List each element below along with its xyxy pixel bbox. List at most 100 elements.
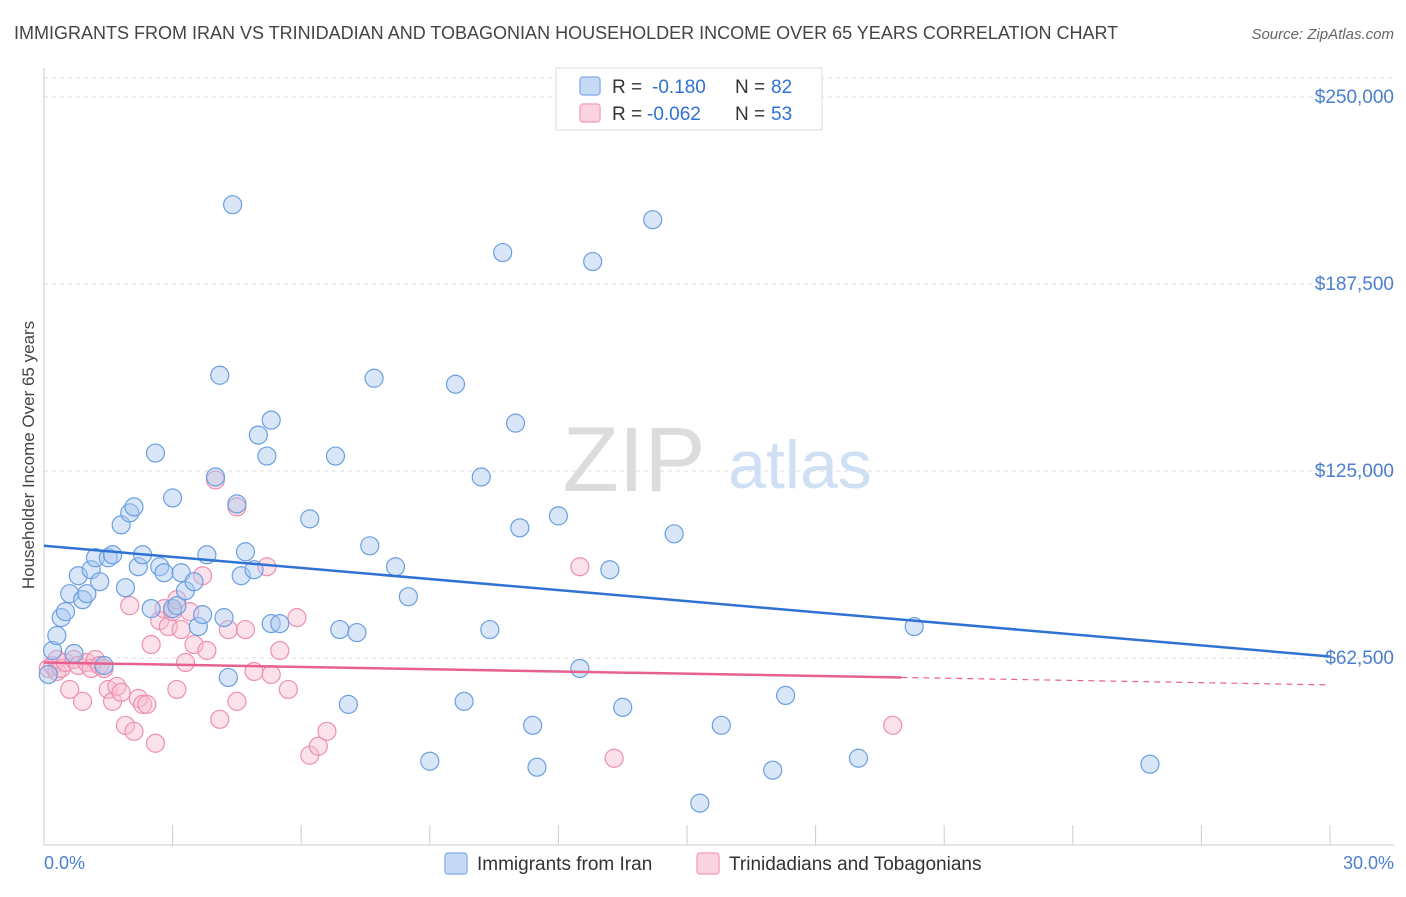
iran-point-60 xyxy=(454,691,474,711)
iran-point-61 xyxy=(471,467,491,487)
bottom-legend-label-trinidad: Trinidadians and Tobagonians xyxy=(729,854,981,875)
trinidad-point-43 xyxy=(227,691,247,711)
legend-r-value-iran: -0.180 xyxy=(652,77,706,98)
iran-point-20 xyxy=(128,557,148,577)
iran-point-57 xyxy=(398,587,418,607)
watermark-atlas: atlas xyxy=(728,427,872,503)
trinidad-point-48 xyxy=(270,640,290,661)
iran-point-56 xyxy=(385,557,406,577)
iran-point-70 xyxy=(583,251,603,272)
iran-point-15 xyxy=(102,545,123,565)
iran-point-27 xyxy=(167,596,187,616)
legend-r-label-trinidad: R = xyxy=(612,104,642,125)
trinidad-point-20 xyxy=(120,596,140,616)
iran-point-48 xyxy=(270,613,290,634)
bottom-legend-swatch-iran xyxy=(444,852,468,875)
iran-point-76 xyxy=(711,715,731,735)
source-label: Source: ZipAtlas.com xyxy=(1251,26,1394,43)
iran-point-51 xyxy=(330,619,350,640)
iran-point-25 xyxy=(154,563,174,583)
trinidad-point-6 xyxy=(60,679,80,700)
y-tick-labels: $62,500 $125,000 $187,500 $250,000 xyxy=(1315,87,1394,669)
trinidad-point-33 xyxy=(171,619,191,640)
iran-point-46 xyxy=(261,410,281,430)
legend-r-value-trinidad: -0.062 xyxy=(647,104,701,125)
watermark: ZIP atlas xyxy=(562,409,871,511)
iran-point-67 xyxy=(527,757,547,777)
trinidad-trend-extension xyxy=(901,676,1331,686)
x-tick-label-max: 30.0% xyxy=(1343,853,1394,873)
iran-point-62 xyxy=(480,619,500,640)
trinidad-point-49 xyxy=(278,679,298,700)
trinidad-point-23 xyxy=(132,694,153,714)
trinidad-point-18 xyxy=(111,682,131,703)
trend-lines xyxy=(43,544,1331,686)
iran-point-71 xyxy=(600,560,620,580)
iran-point-69 xyxy=(570,658,590,679)
legend-r-label-iran: R = xyxy=(612,77,642,98)
iran-point-6 xyxy=(64,643,84,664)
iran-point-45 xyxy=(257,446,277,466)
iran-point-64 xyxy=(493,242,513,263)
iran-point-54 xyxy=(364,368,384,388)
iran-point-22 xyxy=(141,599,161,619)
legend-n-label-iran: N = xyxy=(735,77,765,98)
trinidad-point-41 xyxy=(218,619,238,640)
iran-point-55 xyxy=(360,536,380,556)
iran-point-37 xyxy=(214,608,234,628)
trinidad-trend-line xyxy=(43,661,902,679)
iran-point-63 xyxy=(505,413,526,433)
trinidad-point-50 xyxy=(287,608,307,628)
trinidad-point-26 xyxy=(145,733,166,753)
iran-point-68 xyxy=(548,506,569,526)
iran-point-72 xyxy=(613,697,633,717)
iran-point-39 xyxy=(223,195,243,215)
iran-point-74 xyxy=(664,524,684,544)
iran-point-31 xyxy=(184,572,204,592)
y-tick-label-1: $125,000 xyxy=(1315,461,1394,482)
legend-n-value-iran: 82 xyxy=(771,77,792,98)
iran-point-65 xyxy=(510,518,530,538)
bottom-legend-label-iran: Immigrants from Iran xyxy=(477,854,652,875)
trinidad-point-25 xyxy=(141,634,161,655)
y-tick-label-3: $250,000 xyxy=(1315,87,1394,108)
iran-point-58 xyxy=(420,751,440,771)
correlation-legend: R = -0.180 N = 82 R = -0.062 N = 53 xyxy=(555,67,823,131)
trinidad-point-24 xyxy=(137,694,157,714)
iran-point-36 xyxy=(210,365,230,385)
iran-point-28 xyxy=(163,488,183,508)
iran-point-49 xyxy=(300,509,320,529)
trinidad-point-40 xyxy=(210,709,230,729)
scatter-points xyxy=(38,195,1160,813)
iran-point-40 xyxy=(227,494,247,514)
iran-point-19 xyxy=(124,497,144,517)
trinidad-point-52 xyxy=(308,736,328,756)
bottom-legend: Immigrants from Iran Trinidadians and To… xyxy=(444,852,981,875)
trinidad-point-55 xyxy=(604,748,624,768)
legend-swatch-trinidad xyxy=(579,103,601,123)
iran-point-77 xyxy=(763,760,783,780)
iran-point-9 xyxy=(77,584,97,604)
iran-point-17 xyxy=(115,578,136,598)
trinidad-point-34 xyxy=(175,652,196,673)
x-tick-label-min: 0.0% xyxy=(44,853,85,873)
iran-point-42 xyxy=(235,542,256,562)
iran-point-59 xyxy=(445,374,466,394)
iran-point-81 xyxy=(1140,754,1160,774)
y-tick-label-2: $187,500 xyxy=(1315,274,1394,295)
iran-point-50 xyxy=(325,446,346,466)
y-tick-label-0: $62,500 xyxy=(1325,648,1394,669)
iran-point-23 xyxy=(145,443,166,463)
trinidad-point-32 xyxy=(167,679,187,700)
trinidad-point-54 xyxy=(570,557,590,577)
iran-point-13 xyxy=(94,655,114,676)
legend-n-value-trinidad: 53 xyxy=(771,104,792,125)
iran-point-79 xyxy=(848,748,869,768)
iran-point-2 xyxy=(47,625,67,646)
y-axis-label: Householder Income Over 65 years xyxy=(19,321,38,589)
iran-point-66 xyxy=(523,715,543,735)
trinidad-point-9 xyxy=(72,691,93,711)
iran-point-44 xyxy=(248,425,268,445)
iran-point-52 xyxy=(338,694,358,714)
